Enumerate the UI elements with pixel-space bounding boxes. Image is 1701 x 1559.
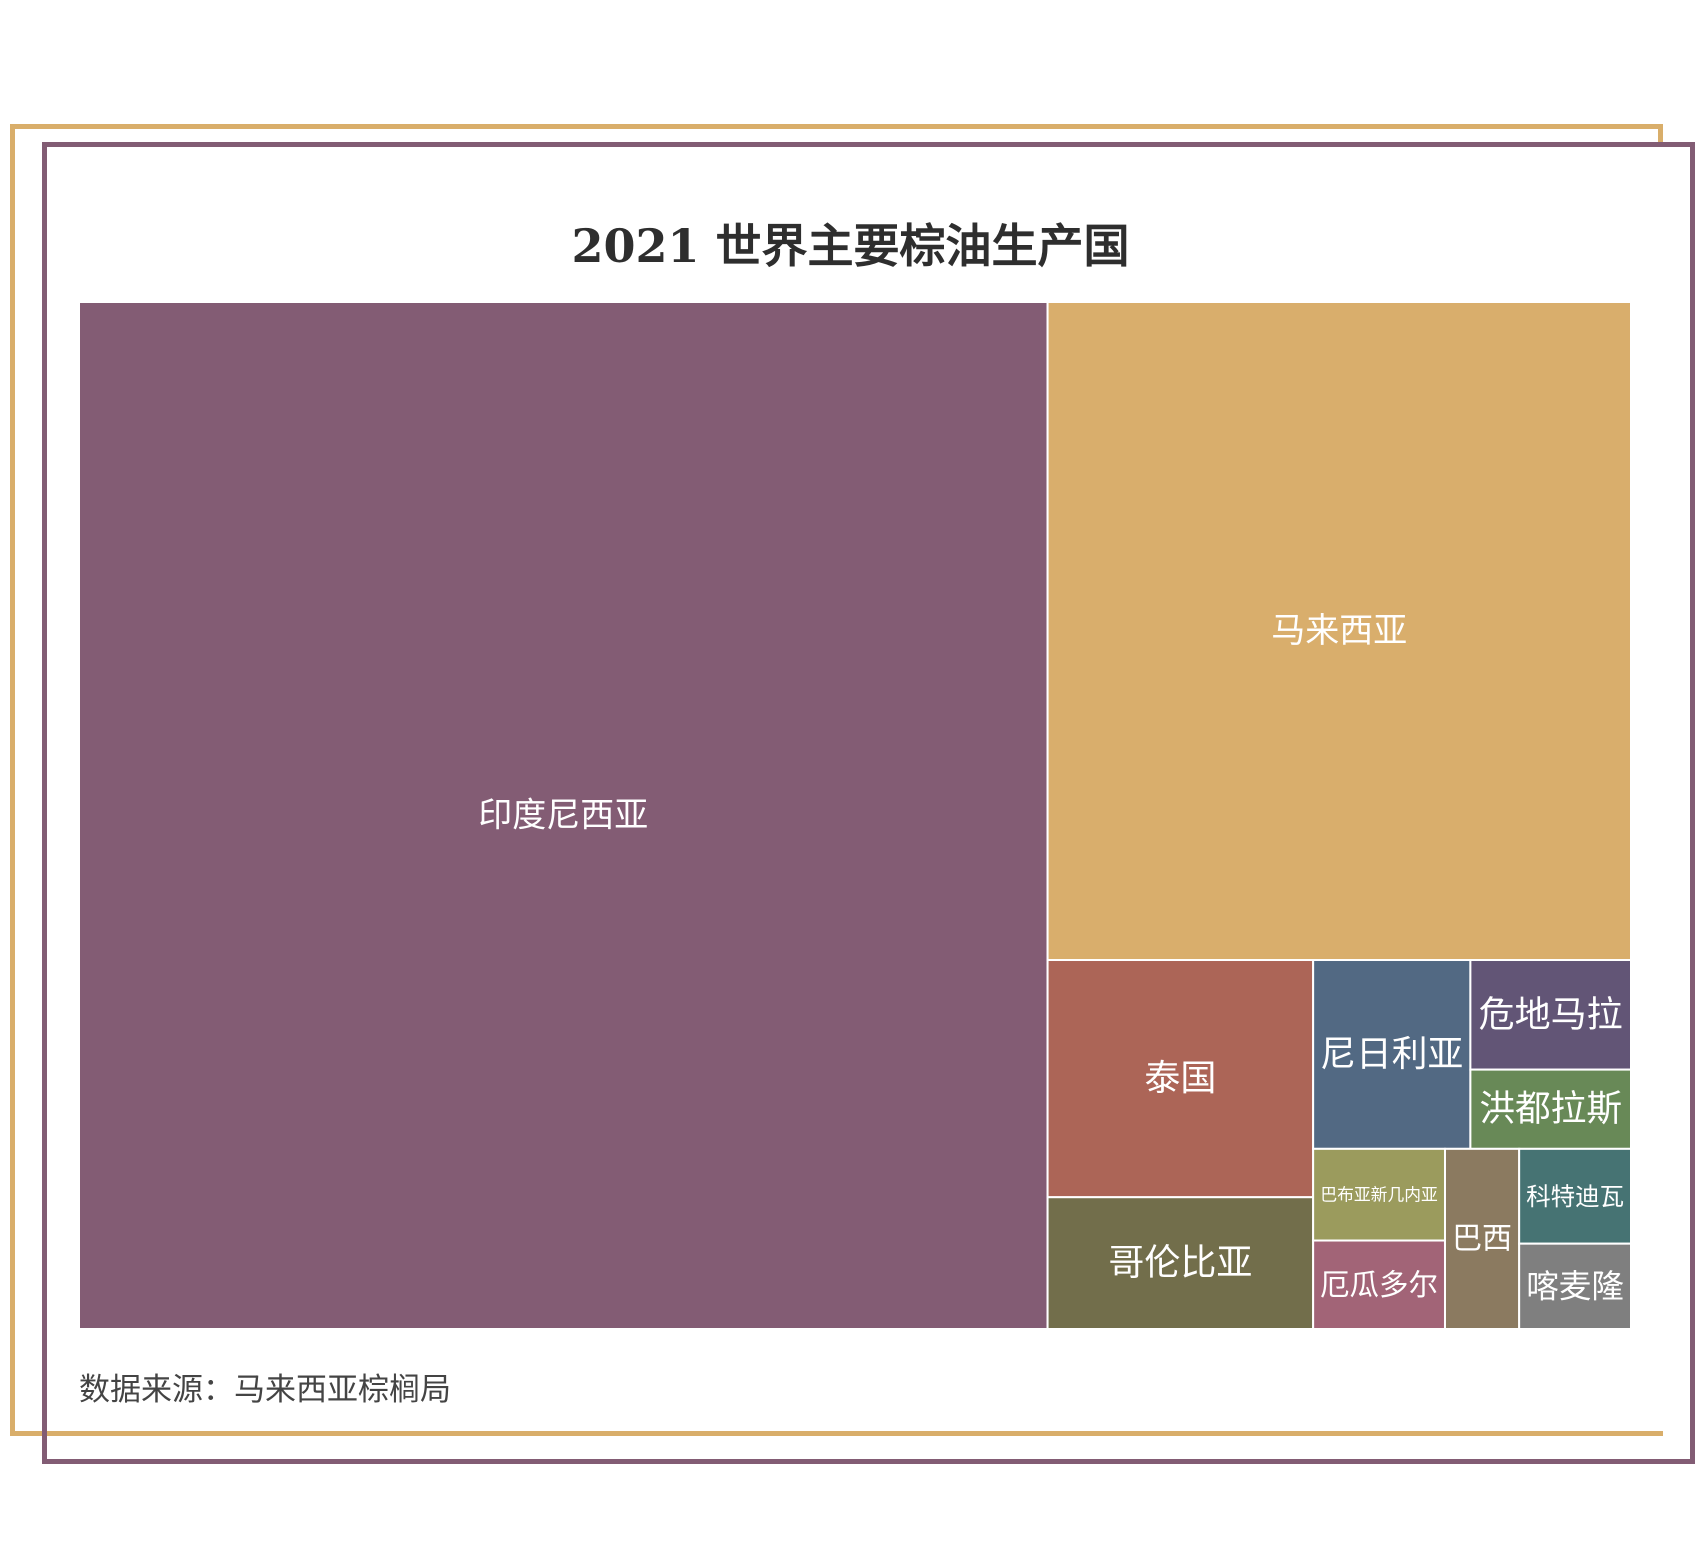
chart-title: 2021 世界主要棕油生产国 bbox=[571, 219, 1130, 273]
treemap-cell: 马来西亚 bbox=[1046, 302, 1631, 962]
treemap-cell: 泰国 bbox=[1046, 959, 1315, 1199]
treemap-cell: 尼日利亚 bbox=[1312, 959, 1472, 1150]
treemap-label: 厄瓜多尔 bbox=[1320, 1268, 1438, 1302]
treemap-label: 喀麦隆 bbox=[1526, 1267, 1624, 1305]
treemap-cell: 危地马拉 bbox=[1469, 959, 1631, 1071]
treemap-rect bbox=[79, 302, 1049, 1329]
treemap-label: 哥伦比亚 bbox=[1108, 1243, 1252, 1284]
treemap-label: 巴布亚新几内亚 bbox=[1320, 1185, 1438, 1205]
treemap-rect bbox=[1046, 1196, 1315, 1329]
treemap-rect bbox=[1469, 959, 1631, 1071]
treemap-rect bbox=[1312, 959, 1472, 1150]
treemap-label: 尼日利亚 bbox=[1320, 1034, 1463, 1075]
treemap-label: 科特迪瓦 bbox=[1526, 1182, 1624, 1211]
treemap-cell: 厄瓜多尔 bbox=[1312, 1239, 1446, 1329]
treemap-cell: 科特迪瓦 bbox=[1518, 1147, 1631, 1245]
treemap-cell: 喀麦隆 bbox=[1518, 1242, 1631, 1329]
treemap-cell: 洪都拉斯 bbox=[1469, 1068, 1631, 1150]
treemap-cell: 印度尼西亚 bbox=[79, 302, 1049, 1329]
treemap-label: 印度尼西亚 bbox=[478, 796, 648, 836]
treemap-cell: 哥伦比亚 bbox=[1046, 1196, 1315, 1329]
treemap-label: 洪都拉斯 bbox=[1479, 1089, 1622, 1130]
treemap-rect bbox=[1518, 1242, 1631, 1329]
treemap-cell: 巴布亚新几内亚 bbox=[1312, 1147, 1446, 1242]
treemap-rect bbox=[1046, 959, 1315, 1199]
treemap-label: 泰国 bbox=[1144, 1058, 1216, 1099]
data-source-note: 数据来源：马来西亚棕榈局 bbox=[79, 1372, 451, 1408]
treemap-label: 马来西亚 bbox=[1271, 611, 1407, 651]
treemap-rect bbox=[1312, 1239, 1446, 1329]
decorative-frame-purple bbox=[42, 142, 1695, 1464]
treemap-cell: 巴西 bbox=[1443, 1147, 1521, 1329]
treemap-label: 危地马拉 bbox=[1479, 994, 1623, 1035]
treemap-label: 巴西 bbox=[1452, 1221, 1512, 1256]
